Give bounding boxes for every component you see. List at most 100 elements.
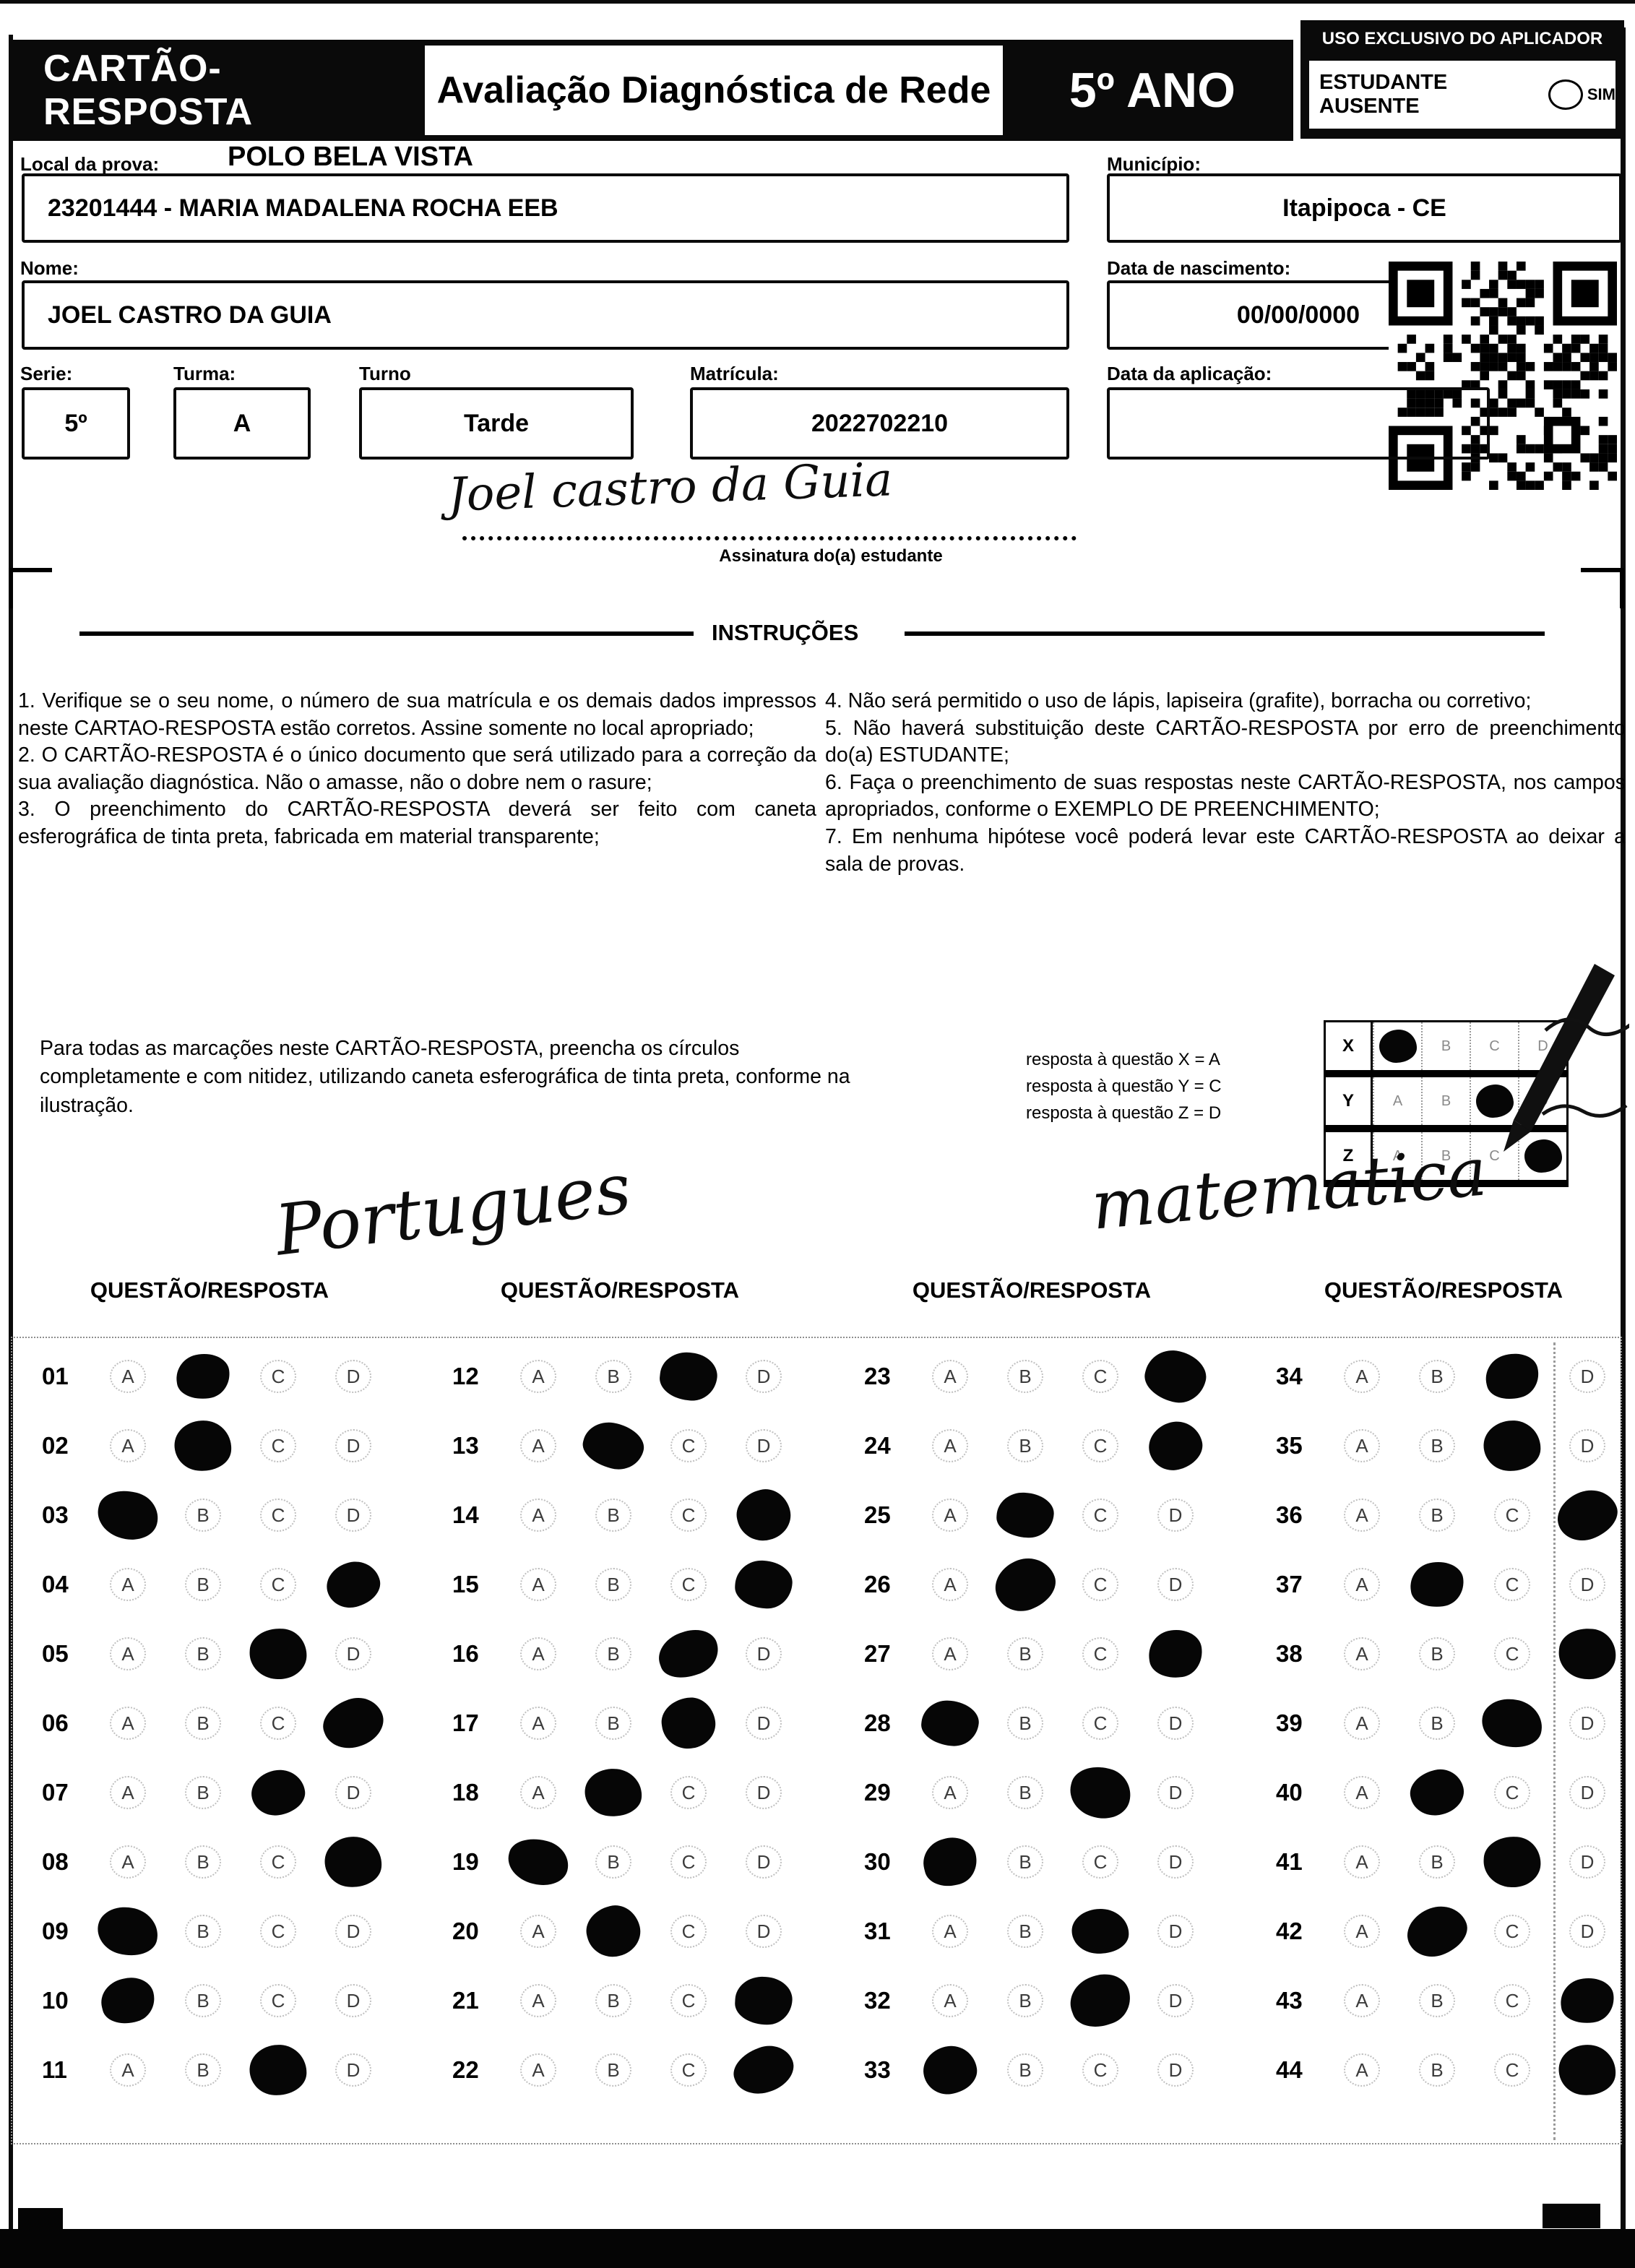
answer-bubble-11-B[interactable]: B [165, 2035, 241, 2105]
answer-bubble-20-B[interactable]: B [576, 1897, 651, 1966]
answer-bubble-16-D[interactable]: D [726, 1619, 801, 1689]
answer-bubble-38-C[interactable]: C [1475, 1619, 1550, 1689]
answer-bubble-01-D[interactable]: D [316, 1342, 391, 1411]
answer-bubble-18-A[interactable]: A [501, 1758, 576, 1827]
answer-bubble-26-C[interactable]: C [1063, 1550, 1138, 1619]
answer-bubble-29-B[interactable]: B [988, 1758, 1063, 1827]
answer-bubble-29-D[interactable]: D [1138, 1758, 1213, 1827]
answer-bubble-02-A[interactable]: A [90, 1411, 165, 1480]
answer-bubble-28-C[interactable]: C [1063, 1689, 1138, 1758]
answer-bubble-41-A[interactable]: A [1324, 1827, 1399, 1897]
answer-bubble-05-D[interactable]: D [316, 1619, 391, 1689]
answer-bubble-22-C[interactable]: C [651, 2035, 726, 2105]
answer-bubble-43-A[interactable]: A [1324, 1966, 1399, 2035]
answer-bubble-37-B[interactable]: B [1399, 1550, 1475, 1619]
answer-bubble-33-C[interactable]: C [1063, 2035, 1138, 2105]
answer-bubble-26-A[interactable]: A [913, 1550, 988, 1619]
answer-bubble-06-D[interactable]: D [316, 1689, 391, 1758]
answer-bubble-23-B[interactable]: B [988, 1342, 1063, 1411]
answer-bubble-07-D[interactable]: D [316, 1758, 391, 1827]
answer-bubble-13-A[interactable]: A [501, 1411, 576, 1480]
answer-bubble-18-B[interactable]: B [576, 1758, 651, 1827]
answer-bubble-09-B[interactable]: B [165, 1897, 241, 1966]
answer-bubble-26-B[interactable]: B [988, 1550, 1063, 1619]
answer-bubble-29-C[interactable]: C [1063, 1758, 1138, 1827]
answer-bubble-37-D[interactable]: D [1550, 1550, 1625, 1619]
answer-bubble-28-A[interactable]: A [913, 1689, 988, 1758]
answer-bubble-17-D[interactable]: D [726, 1689, 801, 1758]
answer-bubble-01-A[interactable]: A [90, 1342, 165, 1411]
answer-bubble-34-D[interactable]: D [1550, 1342, 1625, 1411]
answer-bubble-44-B[interactable]: B [1399, 2035, 1475, 2105]
answer-bubble-32-D[interactable]: D [1138, 1966, 1213, 2035]
answer-bubble-09-C[interactable]: C [241, 1897, 316, 1966]
answer-bubble-37-C[interactable]: C [1475, 1550, 1550, 1619]
answer-bubble-07-A[interactable]: A [90, 1758, 165, 1827]
answer-bubble-06-B[interactable]: B [165, 1689, 241, 1758]
answer-bubble-40-B[interactable]: B [1399, 1758, 1475, 1827]
answer-bubble-41-C[interactable]: C [1475, 1827, 1550, 1897]
answer-bubble-42-C[interactable]: C [1475, 1897, 1550, 1966]
answer-bubble-33-B[interactable]: B [988, 2035, 1063, 2105]
answer-bubble-04-D[interactable]: D [316, 1550, 391, 1619]
answer-bubble-18-D[interactable]: D [726, 1758, 801, 1827]
answer-bubble-28-B[interactable]: B [988, 1689, 1063, 1758]
answer-bubble-23-A[interactable]: A [913, 1342, 988, 1411]
answer-bubble-25-B[interactable]: B [988, 1480, 1063, 1550]
answer-bubble-35-D[interactable]: D [1550, 1411, 1625, 1480]
answer-bubble-20-D[interactable]: D [726, 1897, 801, 1966]
answer-bubble-40-A[interactable]: A [1324, 1758, 1399, 1827]
answer-bubble-39-C[interactable]: C [1475, 1689, 1550, 1758]
answer-bubble-12-A[interactable]: A [501, 1342, 576, 1411]
answer-bubble-42-D[interactable]: D [1550, 1897, 1625, 1966]
answer-bubble-19-C[interactable]: C [651, 1827, 726, 1897]
answer-bubble-08-B[interactable]: B [165, 1827, 241, 1897]
answer-bubble-24-D[interactable]: D [1138, 1411, 1213, 1480]
answer-bubble-03-C[interactable]: C [241, 1480, 316, 1550]
answer-bubble-27-B[interactable]: B [988, 1619, 1063, 1689]
answer-bubble-27-D[interactable]: D [1138, 1619, 1213, 1689]
answer-bubble-06-C[interactable]: C [241, 1689, 316, 1758]
answer-bubble-05-A[interactable]: A [90, 1619, 165, 1689]
answer-bubble-17-B[interactable]: B [576, 1689, 651, 1758]
answer-bubble-30-C[interactable]: C [1063, 1827, 1138, 1897]
answer-bubble-27-C[interactable]: C [1063, 1619, 1138, 1689]
answer-bubble-24-B[interactable]: B [988, 1411, 1063, 1480]
answer-bubble-20-C[interactable]: C [651, 1897, 726, 1966]
answer-bubble-08-D[interactable]: D [316, 1827, 391, 1897]
answer-bubble-03-A[interactable]: A [90, 1480, 165, 1550]
answer-bubble-10-A[interactable]: A [90, 1966, 165, 2035]
answer-bubble-02-D[interactable]: D [316, 1411, 391, 1480]
answer-bubble-25-D[interactable]: D [1138, 1480, 1213, 1550]
answer-bubble-43-B[interactable]: B [1399, 1966, 1475, 2035]
answer-bubble-19-A[interactable]: A [501, 1827, 576, 1897]
answer-bubble-33-A[interactable]: A [913, 2035, 988, 2105]
answer-bubble-30-D[interactable]: D [1138, 1827, 1213, 1897]
answer-bubble-03-B[interactable]: B [165, 1480, 241, 1550]
answer-bubble-43-D[interactable]: D [1550, 1966, 1625, 2035]
answer-bubble-16-A[interactable]: A [501, 1619, 576, 1689]
answer-bubble-43-C[interactable]: C [1475, 1966, 1550, 2035]
answer-bubble-41-B[interactable]: B [1399, 1827, 1475, 1897]
answer-bubble-25-A[interactable]: A [913, 1480, 988, 1550]
answer-bubble-38-B[interactable]: B [1399, 1619, 1475, 1689]
answer-bubble-15-D[interactable]: D [726, 1550, 801, 1619]
answer-bubble-21-D[interactable]: D [726, 1966, 801, 2035]
answer-bubble-40-C[interactable]: C [1475, 1758, 1550, 1827]
answer-bubble-13-B[interactable]: B [576, 1411, 651, 1480]
answer-bubble-14-A[interactable]: A [501, 1480, 576, 1550]
answer-bubble-14-D[interactable]: D [726, 1480, 801, 1550]
answer-bubble-18-C[interactable]: C [651, 1758, 726, 1827]
answer-bubble-04-A[interactable]: A [90, 1550, 165, 1619]
answer-bubble-15-A[interactable]: A [501, 1550, 576, 1619]
answer-bubble-27-A[interactable]: A [913, 1619, 988, 1689]
absent-bubble[interactable] [1548, 79, 1583, 110]
answer-bubble-30-B[interactable]: B [988, 1827, 1063, 1897]
answer-bubble-12-C[interactable]: C [651, 1342, 726, 1411]
answer-bubble-17-C[interactable]: C [651, 1689, 726, 1758]
answer-bubble-30-A[interactable]: A [913, 1827, 988, 1897]
answer-bubble-37-A[interactable]: A [1324, 1550, 1399, 1619]
answer-bubble-41-D[interactable]: D [1550, 1827, 1625, 1897]
answer-bubble-31-A[interactable]: A [913, 1897, 988, 1966]
answer-bubble-32-B[interactable]: B [988, 1966, 1063, 2035]
